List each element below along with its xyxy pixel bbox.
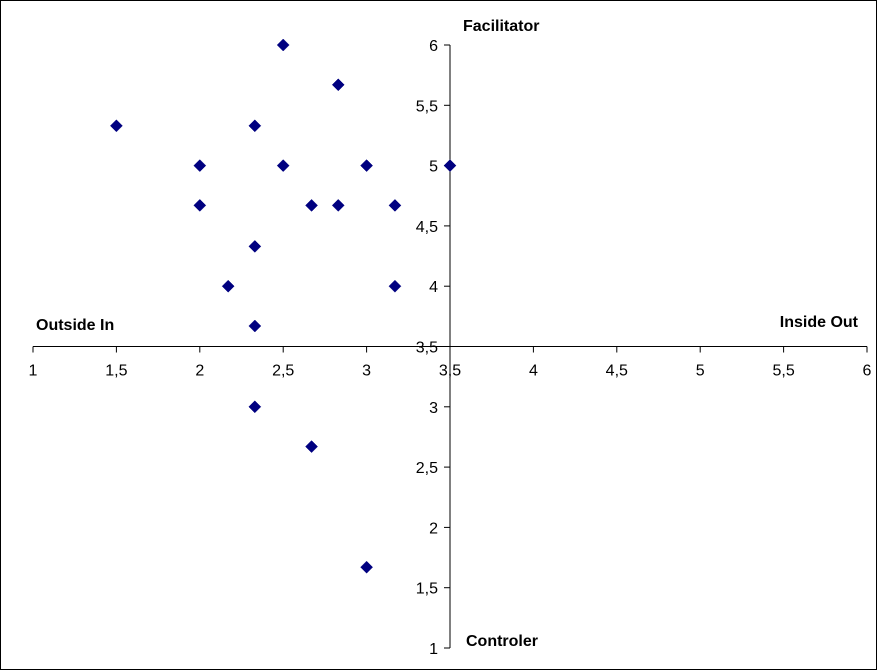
- y-tick-label: 6: [429, 38, 438, 55]
- y-tick-label: 1: [429, 641, 438, 658]
- quadrant-label-bottom: Controler: [466, 633, 538, 650]
- data-point-marker: [248, 240, 262, 253]
- data-point-marker: [388, 279, 402, 293]
- data-point-marker: [193, 159, 207, 172]
- quadrant-label-left: Outside In: [36, 317, 114, 334]
- data-point-marker: [248, 119, 262, 133]
- quadrant-label-top: Facilitator: [463, 18, 539, 35]
- quadrant-label-right: Inside Out: [780, 314, 859, 331]
- y-tick-label: 3: [429, 400, 438, 417]
- data-point-marker: [110, 119, 123, 133]
- y-tick-label: 2: [429, 520, 438, 537]
- data-point-marker: [193, 199, 207, 212]
- y-tick-label: 5: [429, 159, 438, 176]
- y-tick-label: 2,5: [416, 460, 438, 477]
- data-point-marker: [276, 38, 290, 52]
- y-tick-label: 1,5: [416, 581, 438, 598]
- tick-labels: 1 1,5 2 2,5 3 3,5 4 4,5 5 5,5 6 1 1,5 2 2,5 3 3,5 4 4,5 5 5,…: [29, 38, 872, 658]
- data-point-marker: [360, 560, 373, 574]
- data-point-marker: [276, 159, 290, 172]
- x-tick-label: 3: [362, 363, 371, 380]
- data-point-marker: [248, 319, 262, 333]
- x-tick-label: 1,5: [105, 363, 127, 380]
- data-point-marker: [443, 159, 457, 172]
- y-tick-label: 5,5: [416, 98, 438, 115]
- data-point-marker: [305, 440, 318, 453]
- y-tick-label: 3,5: [416, 340, 438, 357]
- data-point-marker: [388, 199, 402, 212]
- data-points: [110, 38, 457, 574]
- data-point-marker: [305, 199, 318, 212]
- y-tick-label: 4,5: [416, 219, 438, 236]
- x-tick-label: 2: [195, 363, 204, 380]
- x-tick-label: 3,5: [439, 363, 461, 380]
- x-tick-label: 4: [529, 363, 538, 380]
- data-point-marker: [331, 199, 345, 212]
- data-point-marker: [360, 159, 373, 172]
- x-tick-label: 6: [863, 363, 872, 380]
- quadrant-labels: Facilitator Controler Outside In Inside …: [36, 18, 859, 650]
- data-point-marker: [221, 279, 235, 293]
- x-tick-label: 1: [29, 363, 38, 380]
- x-tick-label: 5: [696, 363, 705, 380]
- x-tick-label: 2,5: [272, 363, 294, 380]
- data-point-marker: [331, 78, 345, 92]
- data-point-marker: [248, 400, 262, 414]
- x-tick-label: 4,5: [606, 363, 628, 380]
- y-tick-label: 4: [429, 279, 438, 296]
- x-tick-label: 5,5: [772, 363, 794, 380]
